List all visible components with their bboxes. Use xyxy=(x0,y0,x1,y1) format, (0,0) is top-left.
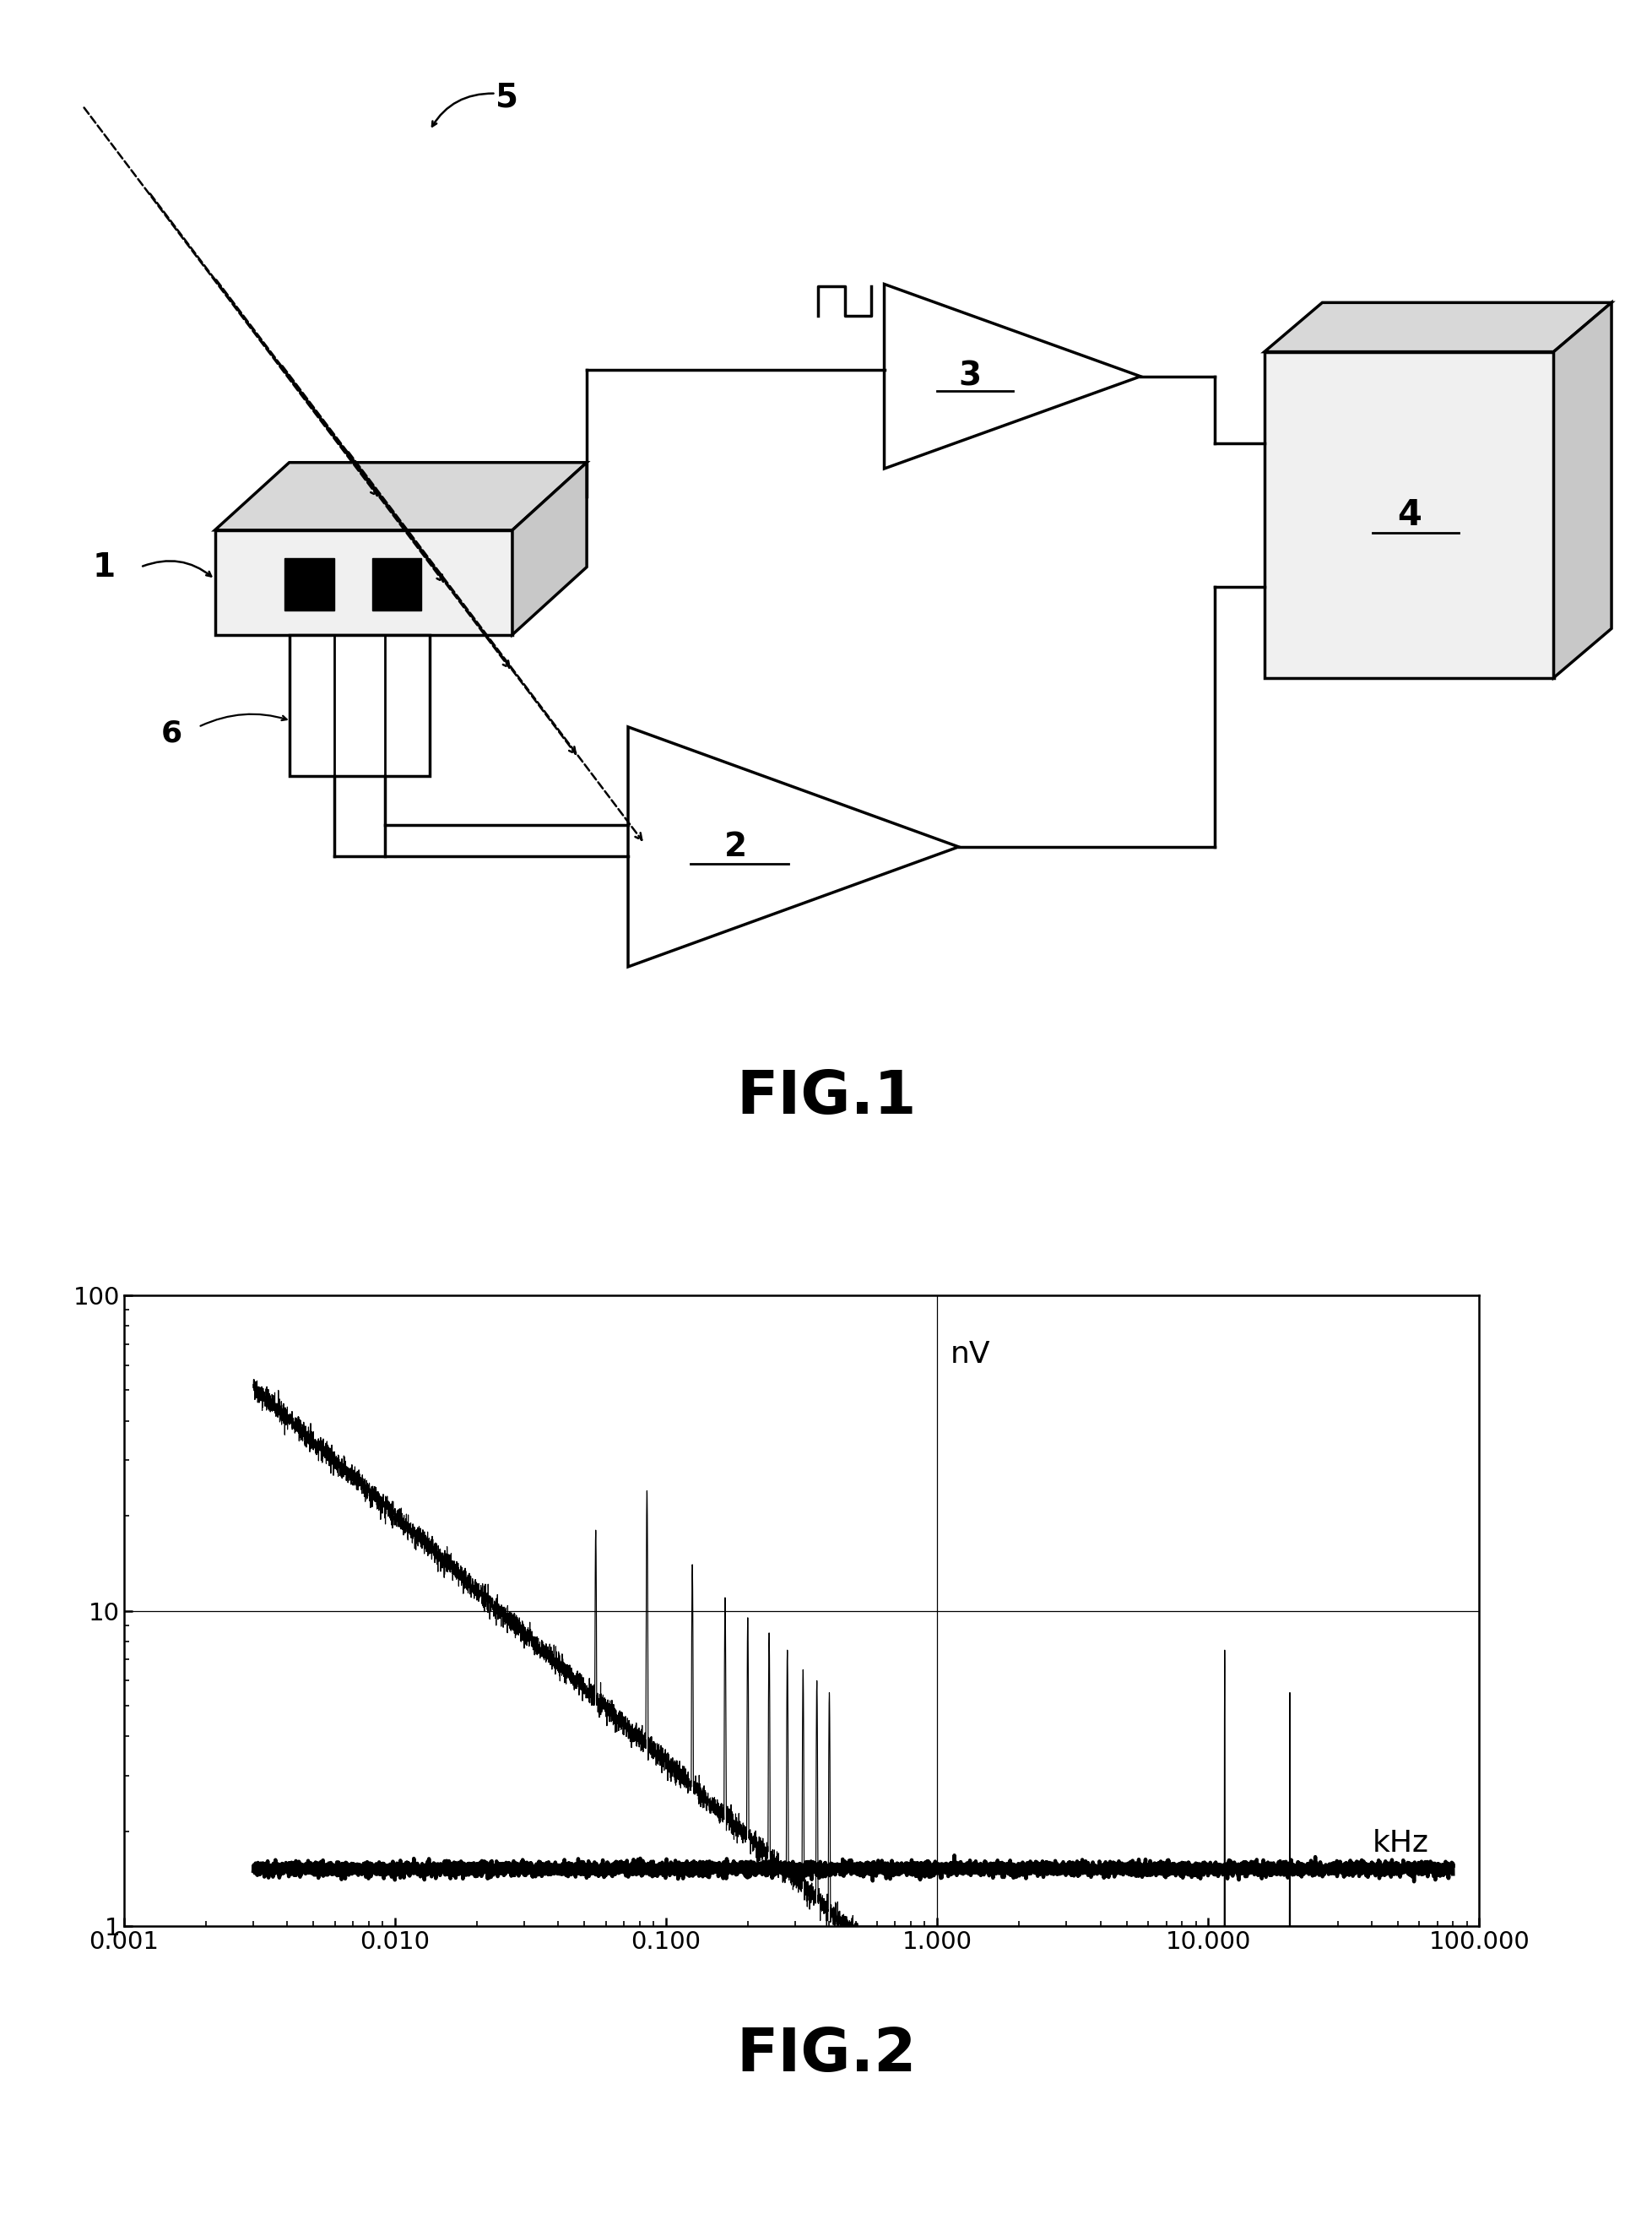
Polygon shape xyxy=(289,635,430,777)
Polygon shape xyxy=(215,463,586,529)
Polygon shape xyxy=(1264,303,1611,352)
Text: kHz: kHz xyxy=(1371,1829,1427,1858)
Text: 1: 1 xyxy=(93,551,116,582)
Text: nV: nV xyxy=(950,1339,990,1368)
Polygon shape xyxy=(512,463,586,635)
Text: 3: 3 xyxy=(958,361,981,392)
Bar xyxy=(284,558,334,611)
Polygon shape xyxy=(1264,352,1553,677)
Text: 2: 2 xyxy=(724,830,747,863)
Text: 5: 5 xyxy=(496,82,519,113)
Text: 6: 6 xyxy=(160,720,182,748)
Polygon shape xyxy=(628,726,958,968)
Text: FIG.1: FIG.1 xyxy=(735,1069,917,1127)
Bar xyxy=(372,558,421,611)
Text: FIG.2: FIG.2 xyxy=(737,2026,915,2083)
Polygon shape xyxy=(215,529,512,635)
Polygon shape xyxy=(884,283,1140,469)
Text: 4: 4 xyxy=(1396,496,1421,534)
Polygon shape xyxy=(1553,303,1611,677)
